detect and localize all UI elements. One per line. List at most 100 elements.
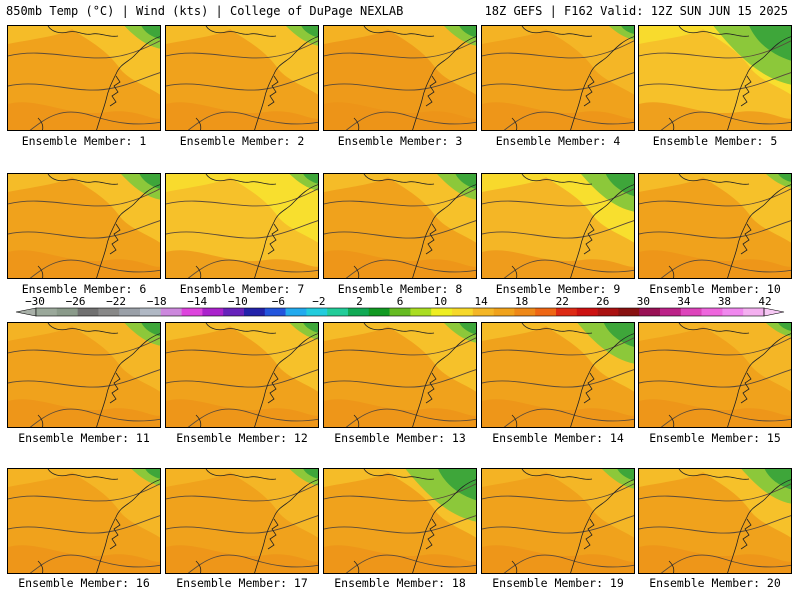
ensemble-member-map — [323, 322, 477, 428]
ensemble-member-map — [7, 468, 161, 574]
colorbar-swatch — [244, 308, 266, 316]
colorbar-swatch — [556, 308, 578, 316]
temperature-field — [166, 323, 318, 427]
ensemble-member-map — [7, 173, 161, 279]
colorbar-tick-label: 26 — [596, 296, 609, 308]
temperature-field — [639, 323, 791, 427]
colorbar-swatch — [160, 308, 182, 316]
colorbar-tick-label: 22 — [556, 296, 569, 308]
colorbar-swatch — [327, 308, 349, 316]
colorbar-swatch — [348, 308, 370, 316]
ensemble-member-map — [323, 173, 477, 279]
temperature-field — [324, 469, 476, 573]
ensemble-member-map — [638, 322, 792, 428]
colorbar-swatch — [77, 308, 99, 316]
temperature-field — [166, 174, 318, 278]
colorbar-tick-label: −10 — [228, 296, 248, 308]
colorbar-tick-label: −14 — [187, 296, 207, 308]
ensemble-member-label: Ensemble Member: 3 — [337, 134, 463, 148]
temperature-field — [639, 469, 791, 573]
colorbar-tick-label: −30 — [25, 296, 45, 308]
temperature-field — [8, 323, 160, 427]
colorbar-swatch — [493, 308, 515, 316]
temperature-colorbar: −30 −26 −22 −18 −14 −10 −6 −2 2 6 10 14 18 22 26 30 34 38… — [0, 295, 800, 320]
colorbar-tick-label: 10 — [434, 296, 447, 308]
ensemble-member-label: Ensemble Member: 16 — [18, 576, 150, 590]
ensemble-member-label: Ensemble Member: 13 — [334, 431, 466, 445]
colorbar-tick-label: 34 — [677, 296, 691, 308]
colorbar-swatch — [140, 308, 162, 316]
ensemble-member-map — [165, 173, 319, 279]
temperature-field — [639, 26, 791, 130]
colorbar-swatch — [36, 308, 58, 316]
colorbar-tick-label: 14 — [474, 296, 488, 308]
colorbar-right-arrow — [763, 307, 785, 317]
ensemble-member-map — [7, 25, 161, 131]
colorbar-tick-label: −26 — [66, 296, 86, 308]
temperature-field — [8, 174, 160, 278]
colorbar-swatch — [389, 308, 411, 316]
temperature-field — [639, 174, 791, 278]
ensemble-member-label: Ensemble Member: 2 — [179, 134, 305, 148]
ensemble-member-label: Ensemble Member: 15 — [649, 431, 781, 445]
colorbar-swatch — [743, 308, 765, 316]
ensemble-member-map — [481, 468, 635, 574]
colorbar-tick-label: 42 — [758, 296, 771, 308]
temperature-field — [8, 26, 160, 130]
colorbar-swatch — [701, 308, 723, 316]
colorbar-swatch — [56, 308, 78, 316]
ensemble-member-label: Ensemble Member: 1 — [21, 134, 147, 148]
ensemble-member-map — [638, 173, 792, 279]
colorbar-swatch — [306, 308, 328, 316]
colorbar-swatch — [639, 308, 661, 316]
ensemble-member-label: Ensemble Member: 7 — [179, 282, 305, 296]
ensemble-member-map — [481, 25, 635, 131]
temperature-field — [324, 174, 476, 278]
temperature-field — [482, 469, 634, 573]
colorbar-swatch — [535, 308, 557, 316]
ensemble-member-label: Ensemble Member: 11 — [18, 431, 150, 445]
ensemble-member-label: Ensemble Member: 8 — [337, 282, 463, 296]
colorbar-swatch — [722, 308, 744, 316]
colorbar-swatch — [98, 308, 120, 316]
colorbar-tick-label: −2 — [312, 296, 325, 308]
run-valid-time: 18Z GEFS | F162 Valid: 12Z SUN JUN 15 20… — [484, 4, 788, 18]
colorbar-tick-label: 30 — [637, 296, 650, 308]
colorbar-swatch — [285, 308, 307, 316]
ensemble-member-map — [323, 25, 477, 131]
ensemble-member-label: Ensemble Member: 12 — [176, 431, 308, 445]
ensemble-member-map — [165, 25, 319, 131]
ensemble-member-map — [638, 25, 792, 131]
temperature-field — [8, 469, 160, 573]
ensemble-member-map — [323, 468, 477, 574]
colorbar-tick-label: 6 — [397, 296, 404, 308]
temperature-field — [324, 26, 476, 130]
colorbar-swatch — [514, 308, 536, 316]
ensemble-member-map — [7, 322, 161, 428]
colorbar-tick-label: 18 — [515, 296, 528, 308]
colorbar-tick-label: −22 — [106, 296, 126, 308]
ensemble-member-label: Ensemble Member: 17 — [176, 576, 308, 590]
ensemble-member-label: Ensemble Member: 9 — [495, 282, 621, 296]
colorbar-tick-label: 2 — [356, 296, 363, 308]
colorbar-swatch — [472, 308, 494, 316]
ensemble-member-label: Ensemble Member: 19 — [492, 576, 624, 590]
colorbar-tick-label: −18 — [147, 296, 167, 308]
colorbar-swatch — [597, 308, 619, 316]
colorbar-swatch — [264, 308, 286, 316]
colorbar-swatch — [119, 308, 141, 316]
temperature-field — [482, 26, 634, 130]
ensemble-member-map — [481, 173, 635, 279]
colorbar-left-arrow — [15, 307, 37, 317]
colorbar-swatch — [680, 308, 702, 316]
temperature-field — [166, 469, 318, 573]
colorbar-swatch — [202, 308, 224, 316]
map-title: 850mb Temp (°C) | Wind (kts) | College o… — [6, 4, 404, 18]
ensemble-member-map — [165, 322, 319, 428]
ensemble-member-label: Ensemble Member: 6 — [21, 282, 147, 296]
colorbar-swatch — [410, 308, 432, 316]
ensemble-member-label: Ensemble Member: 4 — [495, 134, 621, 148]
ensemble-member-map — [638, 468, 792, 574]
colorbar-swatch — [618, 308, 640, 316]
ensemble-member-label: Ensemble Member: 14 — [492, 431, 624, 445]
